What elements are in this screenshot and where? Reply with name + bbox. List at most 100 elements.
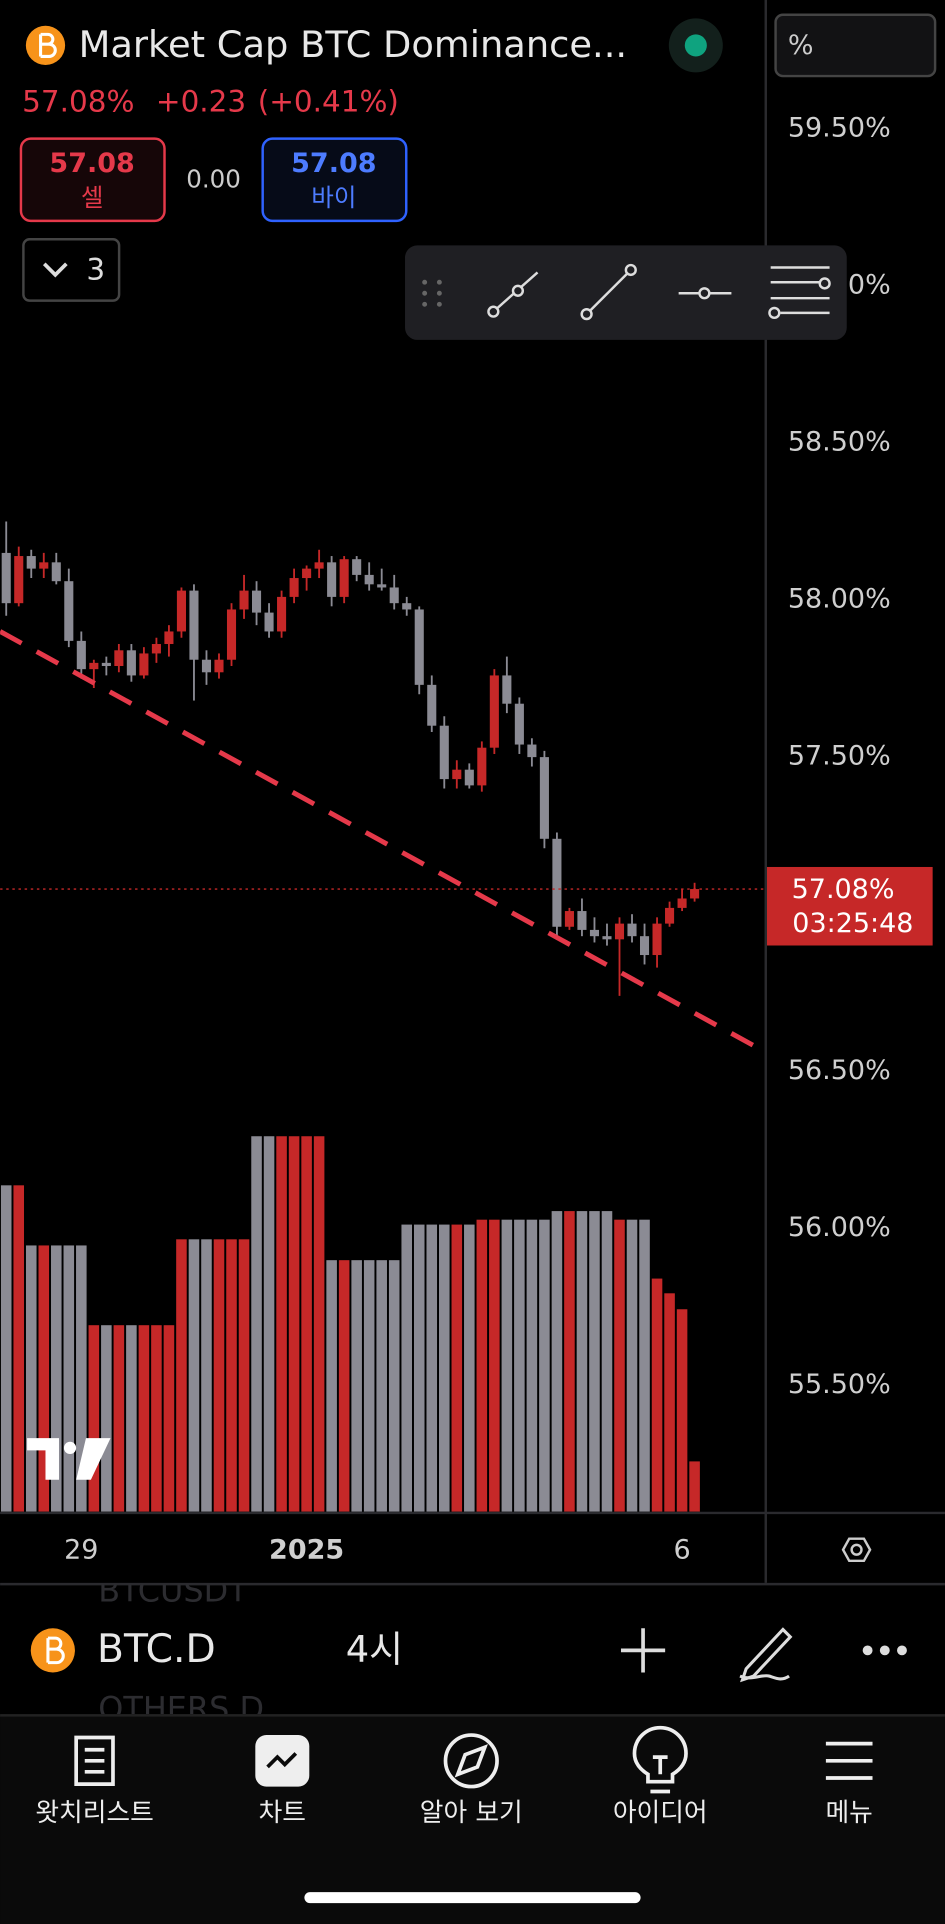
fib-tool[interactable] <box>768 266 831 320</box>
candle-body <box>402 603 412 610</box>
volume-bar <box>226 1239 237 1512</box>
indicator-count[interactable]: 3 <box>86 253 105 287</box>
candle-body <box>389 587 399 604</box>
volume-bar <box>188 1239 200 1512</box>
chevron <box>42 262 68 278</box>
symbol[interactable]: BTC.D <box>97 1627 216 1672</box>
volume-bar <box>76 1245 87 1512</box>
volume-bar <box>551 1211 563 1512</box>
candle-body <box>151 644 161 654</box>
candle-body <box>414 609 424 685</box>
candle-body <box>364 574 374 585</box>
buy-price[interactable]: 57.08 <box>291 148 376 179</box>
btc-glyph <box>39 32 57 58</box>
volume-bar <box>651 1278 663 1512</box>
settings-icon[interactable] <box>841 1537 872 1563</box>
volume-bar <box>539 1219 550 1512</box>
sell-label[interactable]: 셀 <box>81 183 104 212</box>
interval[interactable]: 4시 <box>346 1628 403 1671</box>
nav-label: 차트 <box>259 1798 306 1828</box>
overlay: 57.08%03:25:48 <box>766 866 933 946</box>
candle-body <box>589 929 600 937</box>
candle-body <box>89 662 99 670</box>
volume-bar <box>526 1219 538 1512</box>
draw-button[interactable] <box>739 1627 793 1683</box>
spread: 0.00 <box>186 164 241 193</box>
candle-body <box>139 653 149 676</box>
volume-bar <box>388 1260 400 1512</box>
candle-body <box>252 590 262 613</box>
volume-bar <box>601 1211 613 1512</box>
candle-body <box>314 562 324 569</box>
candle-body <box>690 889 700 899</box>
add-button[interactable] <box>620 1628 666 1673</box>
ray-tool[interactable] <box>487 271 539 318</box>
horizontal-tool[interactable] <box>678 287 732 300</box>
volume-bar <box>101 1325 112 1512</box>
candle-body <box>552 838 562 927</box>
nav-label: 메뉴 <box>826 1798 873 1828</box>
watchlist-icon[interactable] <box>74 1735 115 1786</box>
volume-bar <box>363 1260 375 1512</box>
candle-body <box>39 562 49 569</box>
buy-button[interactable] <box>261 137 408 223</box>
buy-label[interactable]: 바이 <box>311 183 356 212</box>
volume-bar <box>639 1219 650 1512</box>
symbol-title: Market Cap BTC Dominance... <box>79 23 628 66</box>
sell-button[interactable] <box>19 137 166 223</box>
nav-label: 왓치리스트 <box>35 1798 153 1828</box>
btc-glyph <box>46 1636 65 1665</box>
trendline-tool[interactable] <box>580 263 637 321</box>
y-tick-label: 58.50% <box>788 426 891 457</box>
volume-bar <box>251 1136 262 1512</box>
more-button[interactable] <box>862 1645 907 1656</box>
explore-icon[interactable] <box>443 1733 499 1789</box>
volume-bar <box>514 1219 525 1512</box>
scale-button-label[interactable]: % <box>788 30 814 61</box>
volume-bar <box>351 1260 362 1512</box>
candle-body <box>464 769 474 786</box>
candle-body <box>439 725 449 780</box>
candle-body <box>452 769 462 780</box>
candle-body <box>665 907 675 924</box>
volume-bar <box>413 1224 425 1512</box>
home-indicator <box>304 1892 641 1904</box>
volume-bar <box>676 1309 688 1512</box>
candle-body <box>14 556 24 604</box>
change-pct: (+0.41%) <box>258 85 399 119</box>
volume-bar <box>288 1136 300 1512</box>
candle-body <box>214 659 224 673</box>
sell-price[interactable]: 57.08 <box>49 148 134 179</box>
candle-body <box>289 578 299 597</box>
candle-body <box>477 747 487 786</box>
menu-icon[interactable] <box>825 1741 873 1780</box>
drag-handle <box>422 279 442 307</box>
volume-bar <box>439 1224 450 1512</box>
volume-bar <box>626 1219 638 1512</box>
candle-body <box>339 559 349 597</box>
volume-bar <box>301 1136 312 1512</box>
volume-bar <box>401 1224 413 1512</box>
candle-body <box>489 675 499 748</box>
candle-body <box>264 612 274 632</box>
tv-logo <box>27 1438 111 1480</box>
volume-bar <box>126 1325 137 1512</box>
candle-body <box>377 584 387 588</box>
compass-needle <box>454 1744 488 1778</box>
scale-button[interactable] <box>774 13 937 78</box>
volume-bar <box>313 1136 325 1512</box>
volume-bar <box>238 1239 250 1512</box>
candle-body <box>427 684 437 726</box>
candle-body <box>101 662 111 667</box>
x-tick-label: 2025 <box>269 1534 344 1565</box>
candle-body <box>677 898 687 908</box>
candle-body <box>76 640 86 670</box>
ideas-icon[interactable] <box>632 1725 688 1794</box>
indicator-toggle[interactable] <box>22 238 121 302</box>
volume-bar <box>13 1185 25 1512</box>
candle-body <box>176 590 186 632</box>
nav-label: 아이디어 <box>613 1798 708 1828</box>
volume-bar <box>176 1239 187 1512</box>
volume-bar <box>63 1245 75 1512</box>
volume-bar <box>326 1260 337 1512</box>
